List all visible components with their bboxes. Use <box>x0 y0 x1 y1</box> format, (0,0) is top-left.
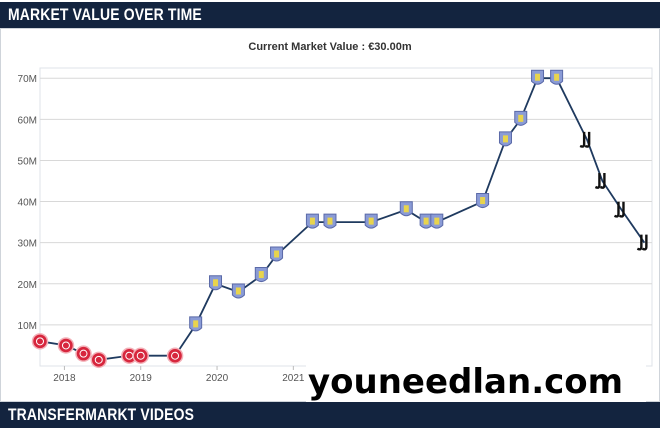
data-point-aston-villa-badge <box>364 213 378 229</box>
data-point-girona-badge <box>31 333 49 350</box>
data-point-aston-villa-badge <box>498 131 512 147</box>
data-point-aston-villa-badge <box>231 283 245 299</box>
data-point-girona-badge <box>57 337 75 354</box>
data-point-aston-villa-badge <box>514 110 528 126</box>
y-tick-label: 70M <box>18 74 37 85</box>
data-point-girona-badge <box>90 351 108 369</box>
watermark-text: youneedlan.com <box>306 362 646 402</box>
x-tick-label: 2020 <box>206 373 229 384</box>
data-point-aston-villa-badge <box>430 213 444 229</box>
data-point-aston-villa-badge <box>209 275 223 291</box>
data-point-aston-villa-badge <box>399 201 413 217</box>
data-point-juventus-badge <box>613 201 625 218</box>
y-tick-label: 60M <box>18 115 37 126</box>
data-point-aston-villa-badge <box>305 213 319 229</box>
y-tick-label: 40M <box>18 198 37 209</box>
data-point-aston-villa-badge <box>270 246 284 262</box>
market-value-chart: 10M20M30M40M50M60M70M2018201920202021202… <box>18 67 653 384</box>
section-header-videos-title: TRANSFERMARKT VIDEOS <box>8 405 195 424</box>
y-tick-label: 30M <box>18 239 37 250</box>
plot-area <box>39 67 653 367</box>
data-point-aston-villa-badge <box>550 69 564 85</box>
data-point-aston-villa-badge <box>531 69 545 85</box>
chart-title: Current Market Value : €30.00m <box>248 41 412 53</box>
data-point-juventus-badge <box>594 173 606 189</box>
y-tick-label: 10M <box>18 321 37 332</box>
data-point-girona-badge <box>75 345 92 362</box>
section-header-title: MARKET VALUE OVER TIME <box>8 5 202 24</box>
data-point-aston-villa-badge <box>189 316 203 332</box>
data-point-juventus-badge <box>636 234 648 251</box>
x-tick-label: 2019 <box>130 373 153 384</box>
section-header-videos: TRANSFERMARKT VIDEOS <box>0 402 660 428</box>
section-header-market-value: MARKET VALUE OVER TIME <box>0 2 660 28</box>
y-tick-label: 50M <box>18 156 37 167</box>
data-point-juventus-badge <box>579 131 591 148</box>
x-tick-label: 2018 <box>53 373 76 384</box>
data-point-aston-villa-badge <box>254 267 268 283</box>
data-point-girona-badge <box>132 347 149 364</box>
y-tick-label: 20M <box>18 280 37 291</box>
x-tick-label: 2021 <box>282 373 305 384</box>
data-point-aston-villa-badge <box>323 213 337 229</box>
data-point-girona-badge <box>166 347 184 364</box>
data-point-aston-villa-badge <box>476 193 490 209</box>
